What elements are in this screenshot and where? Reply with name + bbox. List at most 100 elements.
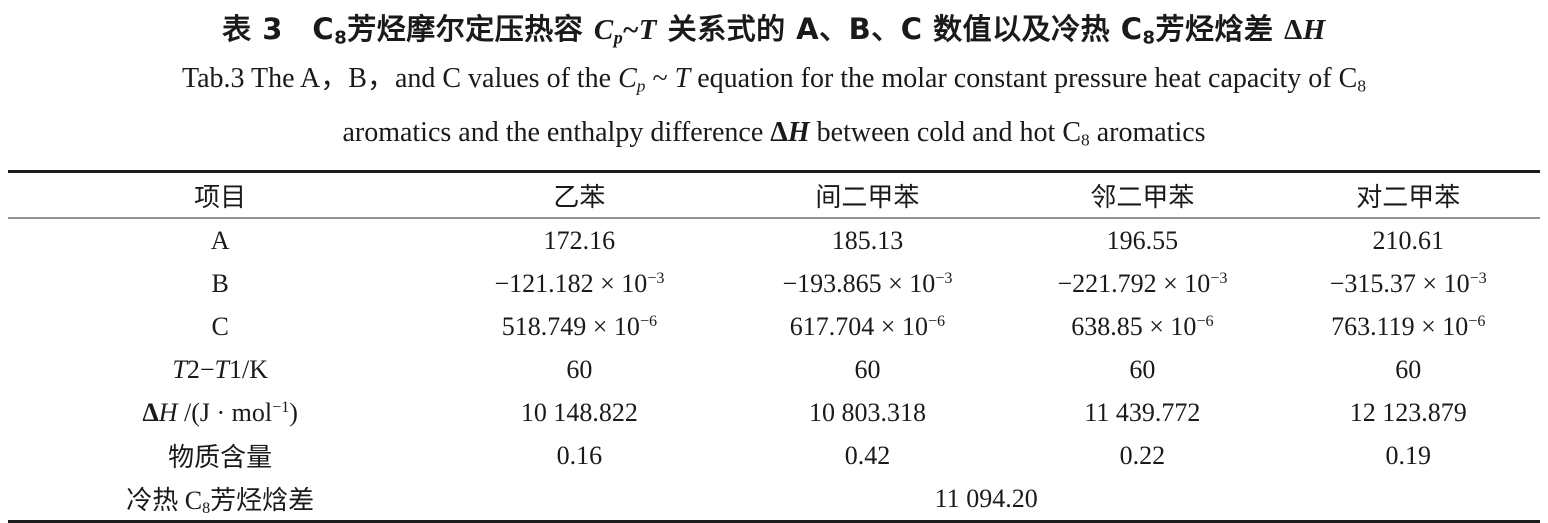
table-body: A 172.16 185.13 196.55 210.61 B −121.182 × 10−… — [8, 218, 1540, 522]
row-label: T2−T1/K — [8, 348, 432, 391]
text-segment: −1 — [272, 398, 290, 416]
table-row: A 172.16 185.13 196.55 210.61 — [8, 218, 1540, 262]
table-cell: 60 — [1008, 348, 1276, 391]
text-segment: 518.749 × 10 — [501, 311, 640, 341]
column-header: 对二甲苯 — [1276, 171, 1540, 220]
text-segment: −6 — [1196, 312, 1214, 330]
text-segment: 1/K — [228, 354, 268, 384]
text-segment: ) — [289, 397, 298, 427]
text-segment: 60 — [1129, 354, 1156, 384]
text-segment: −6 — [927, 312, 946, 330]
table-cell: 12 123.879 — [1276, 391, 1540, 434]
text-segment: aromatics — [1089, 116, 1206, 148]
text-segment: B — [211, 268, 229, 298]
text-segment: ~ — [645, 63, 675, 95]
row-label: C — [8, 305, 432, 348]
text-segment: 12 123.879 — [1349, 397, 1467, 427]
table-cell: 638.85 × 10−6 — [1008, 305, 1276, 348]
text-segment: 2− — [186, 354, 215, 384]
paper-table-figure: 表 3 C8芳烃摩尔定压热容 Cp~T 关系式的 A、B、C 数值以及冷热 C8… — [0, 11, 1548, 523]
table-cell: −121.182 × 10−3 — [432, 262, 726, 305]
table-cell: 196.55 — [1008, 218, 1276, 262]
text-segment: 60 — [566, 354, 593, 384]
table-cell: −315.37 × 10−3 — [1276, 262, 1540, 305]
text-segment: 8 — [1142, 27, 1156, 49]
text-segment: −121.182 × 10 — [494, 268, 648, 298]
table-cell-span: 11 094.20 — [432, 477, 1540, 522]
row-label: B — [8, 262, 432, 305]
text-segment: 763.119 × 10 — [1331, 311, 1469, 341]
text-segment: A — [210, 225, 230, 255]
table-cell: 617.704 × 10−6 — [727, 305, 1009, 348]
table-cell: 60 — [1276, 348, 1540, 391]
text-segment: C — [618, 63, 637, 95]
table-row: ΔH /(J · mol−1) 10 148.822 10 803.318 11 43… — [8, 391, 1540, 434]
table-cell: 0.42 — [727, 434, 1009, 477]
text-segment: Δ — [142, 397, 159, 427]
text-segment: C — [593, 14, 614, 46]
text-segment: 10 803.318 — [808, 397, 926, 427]
table-cell: 60 — [432, 348, 726, 391]
text-segment: Δ — [1284, 14, 1303, 46]
text-segment: Δ — [770, 116, 788, 148]
text-segment: C — [211, 311, 229, 341]
text-segment: 芳烃焓差 — [1155, 12, 1285, 46]
text-segment: aromatics and the enthalpy difference — [342, 116, 771, 148]
text-segment: 10 148.822 — [520, 397, 638, 427]
text-segment: between cold and hot C — [809, 116, 1082, 148]
table-cell: −193.865 × 10−3 — [727, 262, 1009, 305]
text-segment: −3 — [647, 269, 665, 287]
row-label: 冷热 C8芳烃焓差 — [8, 477, 432, 522]
table-caption-zh: 表 3 C8芳烃摩尔定压热容 Cp~T 关系式的 A、B、C 数值以及冷热 C8… — [0, 11, 1548, 56]
text-segment: 关系式的 A、B、C 数值以及冷热 C — [656, 12, 1143, 46]
text-segment: 物质含量 — [168, 443, 273, 473]
text-segment: 表 3 — [222, 12, 313, 46]
table-cell: 763.119 × 10−6 — [1276, 305, 1540, 348]
table-cell: 10 148.822 — [432, 391, 726, 434]
table-cell: 518.749 × 10−6 — [432, 305, 726, 348]
text-segment: −315.37 × 10 — [1329, 268, 1470, 298]
table-cell: 0.22 — [1008, 434, 1276, 477]
text-segment: p — [613, 27, 624, 48]
text-segment: H — [787, 116, 810, 148]
text-segment: p — [636, 76, 646, 96]
row-label: ΔH /(J · mol−1) — [8, 391, 432, 434]
text-segment: equation for the molar constant pressure… — [690, 63, 1358, 95]
table-cell: 210.61 — [1276, 218, 1540, 262]
text-segment: −3 — [935, 269, 953, 287]
text-segment: 210.61 — [1372, 225, 1444, 255]
text-segment: −6 — [1468, 312, 1486, 330]
column-header: 间二甲苯 — [726, 171, 1009, 220]
text-segment: −193.865 × 10 — [782, 268, 936, 298]
text-segment: 芳烃焓差 — [210, 485, 315, 515]
text-segment: 8 — [334, 27, 348, 49]
text-segment: ~ — [623, 14, 639, 46]
data-table: 项目 乙苯 间二甲苯 邻二甲苯 对二甲苯 A 172.16 185.13 196.55 210.… — [8, 170, 1540, 523]
text-segment: −3 — [1210, 269, 1228, 287]
column-header-item: 项目 — [8, 171, 433, 220]
table-cell: 0.19 — [1276, 434, 1540, 477]
table-cell: 10 803.318 — [727, 391, 1009, 434]
row-label: 物质含量 — [8, 434, 432, 477]
column-header: 邻二甲苯 — [1008, 171, 1277, 220]
table-caption-en-line1: Tab.3 The A，B，and C values of the Cp ~ T… — [0, 56, 1548, 109]
text-segment: T — [638, 14, 657, 46]
text-segment: 8 — [1357, 76, 1366, 96]
table-cell: 11 439.772 — [1008, 391, 1276, 434]
text-segment: 196.55 — [1106, 225, 1179, 255]
text-segment: T — [172, 354, 187, 384]
text-segment: −3 — [1469, 269, 1487, 287]
table-cell: −221.792 × 10−3 — [1008, 262, 1276, 305]
text-segment: 617.704 × 10 — [789, 311, 928, 341]
table-cell: 172.16 — [432, 218, 726, 262]
text-segment: C — [312, 12, 335, 46]
table-cell: 185.13 — [727, 218, 1009, 262]
text-segment: 11 439.772 — [1084, 397, 1201, 427]
text-segment: 8 — [202, 499, 211, 517]
text-segment: 芳烃摩尔定压热容 — [347, 12, 594, 46]
text-segment: H — [158, 397, 178, 427]
text-segment: 638.85 × 10 — [1071, 311, 1197, 341]
text-segment: 0.16 — [556, 440, 603, 470]
text-segment: 0.19 — [1385, 440, 1431, 470]
text-segment: 60 — [1395, 354, 1422, 384]
